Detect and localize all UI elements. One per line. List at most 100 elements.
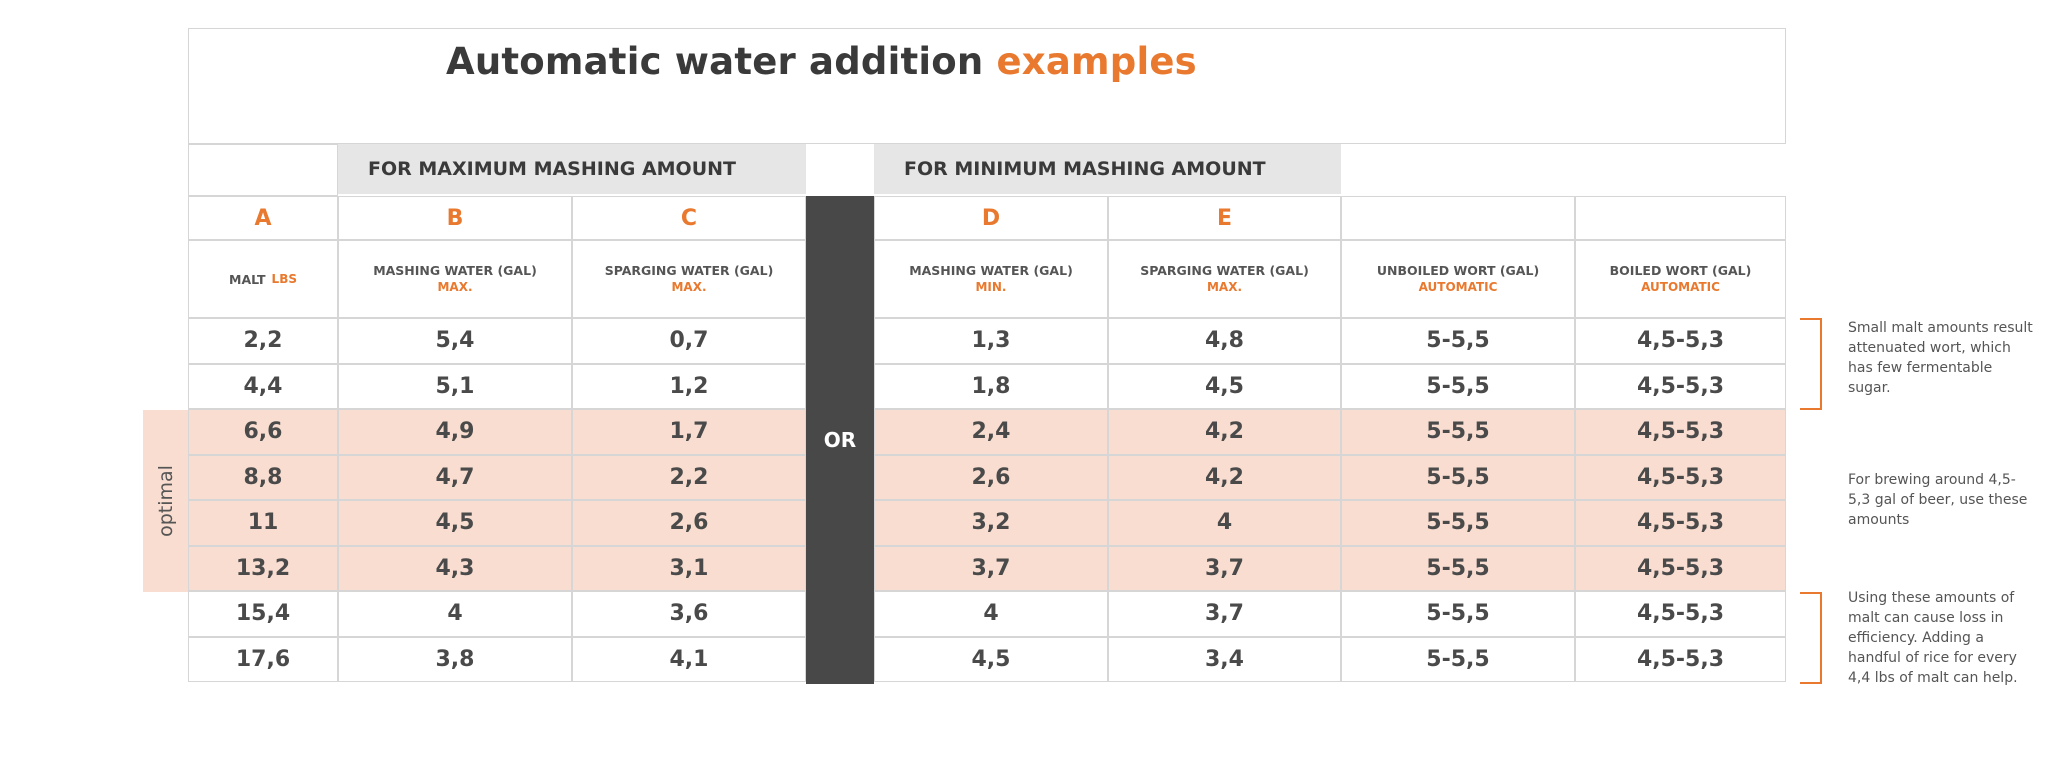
group-header-min: FOR MINIMUM MASHING AMOUNT [874, 144, 1341, 194]
table-cell: 4,2 [1108, 454, 1341, 500]
column-header: BOILED WORT (GAL) AUTOMATIC [1575, 240, 1786, 318]
table-cell: 4,4 [188, 363, 338, 409]
table-cell: 1,3 [874, 318, 1108, 364]
column-letter [1341, 196, 1575, 240]
table-cell: 5-5,5 [1341, 636, 1575, 682]
table-cell: 4,5-5,3 [1575, 636, 1786, 682]
table-cell: 5-5,5 [1341, 363, 1575, 409]
table-cell: 5,1 [338, 363, 572, 409]
table-cell: 4,5 [1108, 363, 1341, 409]
column-header-unit: MAX. [437, 280, 473, 294]
table-cell: 3,7 [874, 545, 1108, 591]
column-header-unit: AUTOMATIC [1641, 280, 1720, 294]
table-cell: 4,5-5,3 [1575, 591, 1786, 637]
or-divider: OR [806, 196, 874, 684]
title-box [188, 28, 1786, 144]
column-letter: D [874, 196, 1108, 240]
table-cell: 1,7 [572, 409, 806, 455]
table-cell: 2,6 [572, 500, 806, 546]
table-cell: 4,3 [338, 545, 572, 591]
table-cell: 4,5-5,3 [1575, 500, 1786, 546]
table-cell: 4,5-5,3 [1575, 318, 1786, 364]
column-header-label: SPARGING WATER (GAL) [1140, 263, 1309, 278]
group-spacer-a [188, 144, 338, 196]
table-cell: 4,5-5,3 [1575, 454, 1786, 500]
optimal-band [188, 410, 1786, 592]
column-header-unit: MAX. [671, 280, 707, 294]
table-cell: 4,5-5,3 [1575, 409, 1786, 455]
column-header-label: MALT [229, 271, 266, 287]
table-cell: 2,4 [874, 409, 1108, 455]
table-cell: 2,2 [572, 454, 806, 500]
column-header-unit: MIN. [975, 280, 1007, 294]
table-cell: 6,6 [188, 409, 338, 455]
table-cell: 3,1 [572, 545, 806, 591]
title-main: Automatic water addition [446, 40, 984, 83]
column-header: MASHING WATER (GAL) MIN. [874, 240, 1108, 318]
table-cell: 17,6 [188, 636, 338, 682]
note-large: Using these amounts of malt can cause lo… [1848, 590, 2018, 686]
table-cell: 4,1 [572, 636, 806, 682]
table-cell: 4,5-5,3 [1575, 545, 1786, 591]
column-header-label: SPARGING WATER (GAL) [604, 263, 774, 278]
bracket-large [1800, 592, 1822, 684]
or-label: OR [823, 428, 857, 452]
column-header: SPARGING WATER (GAL) MAX. [1108, 240, 1341, 318]
table-cell: 5,4 [338, 318, 572, 364]
column-letter: C [572, 196, 806, 240]
column-header-label: UNBOILED WORT (GAL) [1376, 263, 1540, 278]
table-cell: 1,2 [572, 363, 806, 409]
column-header: MALT LBS [188, 240, 338, 318]
table-cell: 5-5,5 [1341, 545, 1575, 591]
table-cell: 4,8 [1108, 318, 1341, 364]
table-cell: 4,5 [338, 500, 572, 546]
column-letter: B [338, 196, 572, 240]
table-cell: 4,9 [338, 409, 572, 455]
table-cell: 3,2 [874, 500, 1108, 546]
table-cell: 3,8 [338, 636, 572, 682]
table-cell: 4 [1108, 500, 1341, 546]
bracket-small [1800, 318, 1822, 410]
optimal-side-label: optimal [143, 410, 188, 592]
table-cell: 5-5,5 [1341, 454, 1575, 500]
column-header-label: MASHING WATER (GAL) [373, 263, 537, 278]
table-cell: 3,7 [1108, 591, 1341, 637]
table-cell: 5-5,5 [1341, 318, 1575, 364]
table-cell: 3,6 [572, 591, 806, 637]
table-cell: 2,2 [188, 318, 338, 364]
table-cell: 4,5-5,3 [1575, 363, 1786, 409]
note-optimal: For brewing around 4,5-5,3 gal of beer, … [1848, 472, 2028, 528]
table-cell: 4,5 [874, 636, 1108, 682]
table-cell: 15,4 [188, 591, 338, 637]
column-header-label: MASHING WATER (GAL) [909, 263, 1073, 278]
table-cell: 8,8 [188, 454, 338, 500]
title-accent: examples [996, 40, 1197, 83]
table-cell: 5-5,5 [1341, 591, 1575, 637]
optimal-label: optimal [154, 465, 177, 537]
table-cell: 4,7 [338, 454, 572, 500]
column-letter: A [188, 196, 338, 240]
note-small: Small malt amounts result attenuated wor… [1848, 320, 2033, 396]
table-cell: 5-5,5 [1341, 500, 1575, 546]
table-cell: 4,2 [1108, 409, 1341, 455]
table-cell: 0,7 [572, 318, 806, 364]
column-header-unit: LBS [271, 271, 297, 286]
column-header-unit: AUTOMATIC [1418, 280, 1498, 294]
column-letter: E [1108, 196, 1341, 240]
table-cell: 13,2 [188, 545, 338, 591]
table-cell: 3,7 [1108, 545, 1341, 591]
column-header-label: BOILED WORT (GAL) [1609, 263, 1752, 278]
table-cell: 1,8 [874, 363, 1108, 409]
group-header-max: FOR MAXIMUM MASHING AMOUNT [338, 144, 806, 194]
table-cell: 4 [338, 591, 572, 637]
table-cell: 11 [188, 500, 338, 546]
column-header: UNBOILED WORT (GAL) AUTOMATIC [1341, 240, 1575, 318]
table-cell: 3,4 [1108, 636, 1341, 682]
table-cell: 2,6 [874, 454, 1108, 500]
column-header-unit: MAX. [1206, 280, 1243, 294]
column-header: MASHING WATER (GAL) MAX. [338, 240, 572, 318]
table-cell: 5-5,5 [1341, 409, 1575, 455]
column-letter [1575, 196, 1786, 240]
table-cell: 4 [874, 591, 1108, 637]
table-title: Automatic water addition examples [188, 40, 1786, 83]
